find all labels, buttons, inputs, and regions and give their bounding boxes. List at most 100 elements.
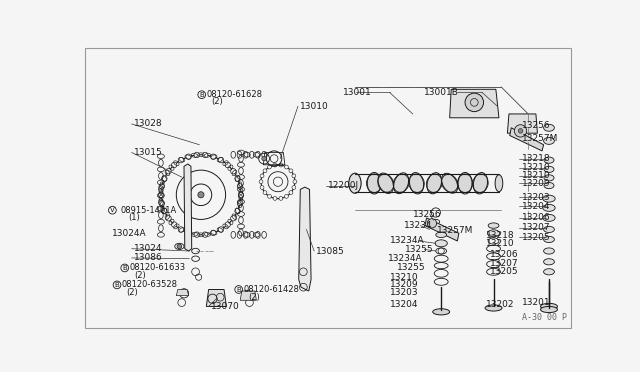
Ellipse shape [543, 214, 555, 221]
Ellipse shape [543, 259, 554, 265]
Text: 13207: 13207 [522, 224, 550, 232]
Text: 13024: 13024 [134, 244, 163, 253]
Circle shape [263, 169, 267, 173]
Text: 13256: 13256 [522, 121, 550, 130]
Text: 13206: 13206 [522, 214, 550, 222]
Ellipse shape [543, 205, 555, 211]
Circle shape [225, 162, 230, 168]
Circle shape [194, 152, 200, 158]
Text: 08120-63528: 08120-63528 [122, 280, 178, 289]
Circle shape [178, 227, 184, 232]
Circle shape [289, 169, 293, 173]
Circle shape [218, 157, 223, 163]
Ellipse shape [488, 230, 500, 237]
Text: 13234A: 13234A [388, 254, 422, 263]
Ellipse shape [488, 223, 499, 228]
Polygon shape [508, 114, 538, 133]
Ellipse shape [543, 248, 554, 254]
Ellipse shape [349, 173, 361, 193]
Text: 13085: 13085 [316, 247, 345, 256]
Text: 13205: 13205 [522, 232, 550, 242]
Text: B: B [236, 286, 241, 292]
Text: B: B [115, 282, 120, 288]
Polygon shape [509, 128, 543, 151]
Circle shape [172, 162, 177, 168]
Ellipse shape [410, 173, 424, 194]
Text: 13210: 13210 [390, 273, 418, 282]
Circle shape [273, 196, 277, 200]
Text: (2): (2) [248, 293, 260, 302]
Circle shape [279, 196, 283, 200]
Text: 13028: 13028 [134, 119, 163, 128]
Text: 13209: 13209 [522, 179, 550, 188]
Text: 13202: 13202 [486, 301, 515, 310]
Circle shape [285, 165, 289, 169]
Text: 13210: 13210 [522, 171, 550, 180]
Circle shape [230, 169, 236, 174]
Ellipse shape [543, 269, 554, 275]
Text: 13210: 13210 [522, 163, 550, 172]
Text: (2): (2) [134, 271, 146, 280]
Ellipse shape [541, 303, 557, 310]
Ellipse shape [367, 173, 381, 194]
Text: 13204: 13204 [390, 301, 418, 310]
Circle shape [515, 125, 527, 137]
Text: 13209: 13209 [390, 280, 418, 289]
Text: 13234: 13234 [403, 221, 432, 230]
Circle shape [194, 232, 200, 237]
Circle shape [428, 219, 436, 228]
Circle shape [259, 180, 263, 184]
Circle shape [260, 174, 264, 178]
Circle shape [202, 152, 208, 158]
Ellipse shape [544, 166, 554, 173]
Text: V: V [110, 207, 115, 213]
Circle shape [289, 191, 293, 195]
Ellipse shape [544, 183, 554, 189]
Text: 13203: 13203 [390, 288, 418, 297]
Ellipse shape [436, 232, 447, 238]
Circle shape [166, 216, 172, 221]
Circle shape [235, 208, 240, 214]
Ellipse shape [442, 173, 458, 193]
Circle shape [202, 232, 208, 237]
Text: 13086: 13086 [134, 253, 163, 262]
Text: 13203: 13203 [522, 193, 550, 202]
Text: 13070: 13070 [211, 302, 240, 311]
Text: 13001: 13001 [344, 88, 372, 97]
Ellipse shape [394, 173, 408, 194]
Ellipse shape [433, 309, 450, 315]
Text: 13010: 13010 [300, 102, 329, 111]
Ellipse shape [458, 173, 472, 194]
Text: 08120-61428: 08120-61428 [243, 285, 299, 294]
Circle shape [237, 201, 243, 206]
Circle shape [262, 156, 266, 161]
Circle shape [285, 195, 289, 198]
Circle shape [238, 192, 244, 198]
Ellipse shape [543, 124, 554, 131]
Text: 13015: 13015 [134, 148, 163, 157]
Circle shape [211, 154, 216, 160]
Circle shape [235, 176, 240, 181]
Text: 13001B: 13001B [424, 88, 459, 97]
Ellipse shape [544, 175, 554, 181]
Text: 13206: 13206 [490, 250, 518, 259]
Text: B: B [199, 92, 204, 98]
Text: 13210: 13210 [486, 239, 515, 248]
Ellipse shape [485, 305, 502, 311]
Ellipse shape [427, 173, 442, 194]
Ellipse shape [378, 173, 394, 193]
Ellipse shape [543, 195, 555, 202]
Circle shape [166, 169, 172, 174]
Text: 13234A: 13234A [390, 237, 424, 246]
Text: 13256: 13256 [413, 209, 442, 218]
Circle shape [158, 192, 164, 198]
Polygon shape [176, 289, 189, 296]
Text: 13205: 13205 [490, 267, 518, 276]
Ellipse shape [543, 226, 554, 232]
Text: 13207: 13207 [490, 259, 518, 268]
Ellipse shape [544, 157, 554, 163]
Text: A-30 00 P: A-30 00 P [522, 313, 566, 322]
Text: B: B [122, 265, 127, 271]
Ellipse shape [435, 240, 447, 247]
Circle shape [177, 244, 182, 249]
